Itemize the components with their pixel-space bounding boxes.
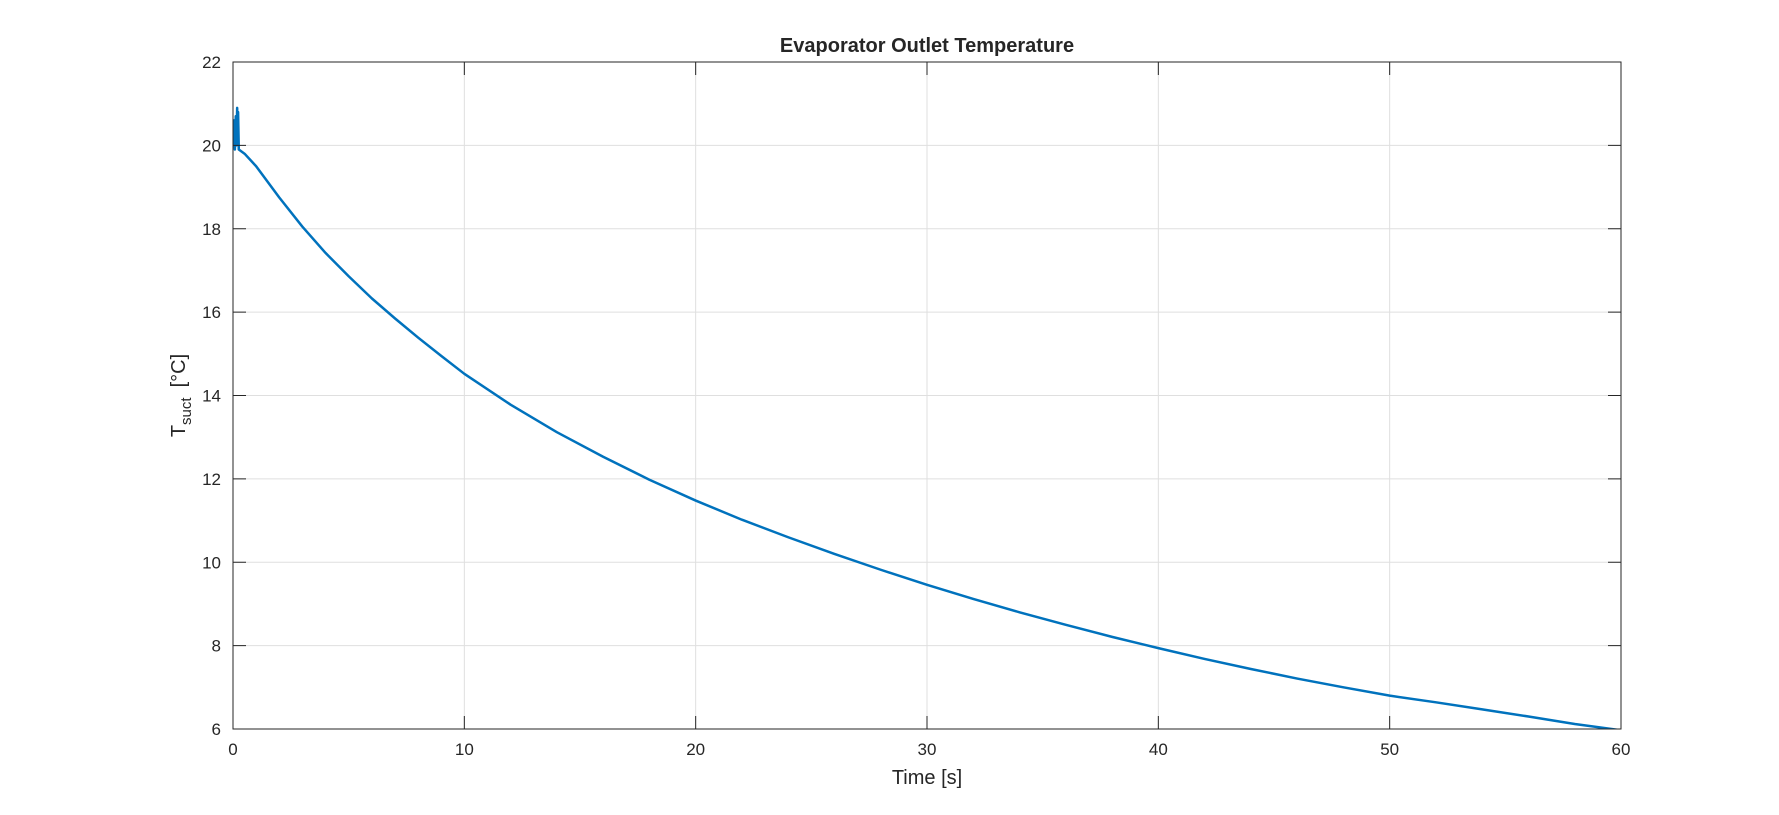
y-tick-label: 22: [202, 53, 221, 72]
x-tick-label: 0: [228, 740, 237, 759]
y-axis-label-unit: [°C]: [168, 354, 190, 388]
y-tick-label: 12: [202, 470, 221, 489]
series-line: [233, 106, 1621, 729]
x-tick-label: 50: [1380, 740, 1399, 759]
y-tick-label: 16: [202, 303, 221, 322]
x-axis-label: Time [s]: [892, 767, 962, 789]
x-tick-label: 20: [686, 740, 705, 759]
axis-ticks: [232, 61, 1622, 730]
y-tick-label: 14: [202, 387, 221, 406]
grid: [233, 62, 1621, 729]
y-axis-label-main: T: [168, 425, 190, 437]
x-tick-label: 60: [1612, 740, 1631, 759]
tick-labels: 0 10 20 30 40 50 60 6 8 10 12 14 16 18 20 22: [202, 53, 1630, 759]
x-tick-label: 30: [918, 740, 937, 759]
chart-title: Evaporator Outlet Temperature: [780, 35, 1074, 57]
series-layer: [233, 106, 1621, 729]
y-tick-label: 8: [212, 637, 221, 656]
y-axis-label: Tsuct [°C]: [168, 354, 195, 437]
y-axis-label-subscript: suct: [178, 397, 195, 425]
y-tick-label: 10: [202, 553, 221, 572]
y-tick-label: 20: [202, 136, 221, 155]
y-tick-label: 18: [202, 220, 221, 239]
x-tick-label: 40: [1149, 740, 1168, 759]
x-tick-label: 10: [455, 740, 474, 759]
y-tick-label: 6: [212, 720, 221, 739]
